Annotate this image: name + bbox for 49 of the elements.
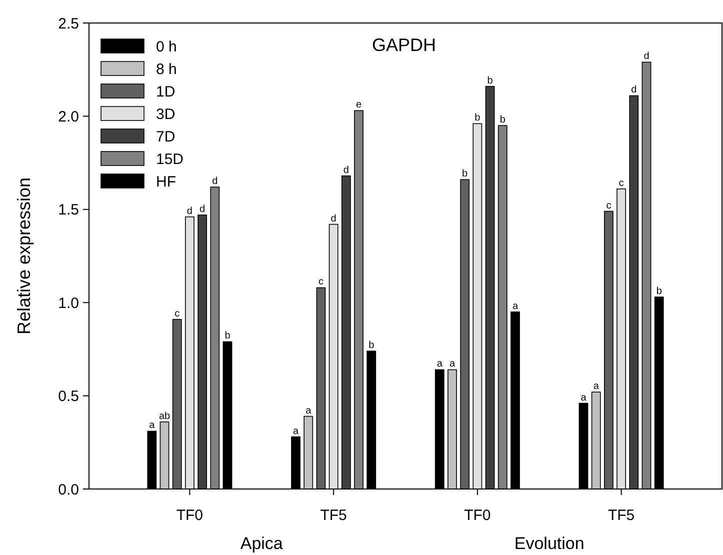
data-label: a [580, 392, 587, 404]
y-tick-label: 1.0 [58, 294, 79, 312]
data-label: b [487, 75, 494, 86]
data-label: a [593, 381, 600, 392]
data-label: a [512, 300, 518, 312]
legend-label: 8 h [156, 60, 177, 78]
legend-label: 0 h [156, 38, 177, 56]
y-tick-label: 2.0 [58, 108, 79, 126]
data-label: a [149, 420, 156, 432]
text: Apica [240, 534, 284, 553]
legend-label: HF [156, 173, 176, 190]
data-label: b [474, 112, 481, 124]
data-label: ab [158, 410, 171, 422]
legend-label: 15D [156, 150, 184, 168]
legend-label: 1D [156, 83, 176, 100]
data-label: b [500, 114, 506, 126]
data-label: b [656, 286, 662, 298]
data-label: b [224, 330, 231, 342]
data-label: d [200, 204, 206, 215]
x-tick-label: TF5 [320, 507, 347, 524]
text: GAPDH [372, 35, 436, 55]
data-label: a [436, 358, 443, 370]
data-label: d [186, 206, 192, 217]
data-label: a [449, 358, 456, 370]
data-label: c [174, 308, 180, 320]
y-tick-label: 0.0 [58, 481, 79, 498]
legend-label: 7D [156, 128, 176, 146]
x-tick-label: TF5 [608, 507, 635, 524]
x-tick-label: TF0 [176, 507, 204, 524]
legend-label: 3D [156, 106, 176, 123]
data-label: b [462, 168, 468, 180]
data-label: d [212, 176, 218, 188]
data-label: b [368, 340, 375, 352]
y-tick-label: 0.5 [58, 388, 79, 406]
data-label: d [631, 84, 637, 96]
data-label: a [292, 426, 299, 437]
data-label: c [606, 200, 612, 212]
y-tick-label: 1.5 [58, 202, 79, 219]
data-label: c [318, 276, 324, 288]
data-label: a [306, 405, 312, 416]
data-label: e [356, 100, 362, 111]
x-tick-label: TF0 [464, 507, 491, 524]
data-label: c [618, 178, 624, 189]
y-tick-label: 2.5 [58, 15, 79, 32]
data-label: d [330, 213, 336, 224]
data-label: d [644, 51, 650, 62]
data-label: d [343, 164, 349, 176]
text: Evolution [514, 534, 584, 553]
y-axis-title: Relative expression [14, 177, 34, 335]
